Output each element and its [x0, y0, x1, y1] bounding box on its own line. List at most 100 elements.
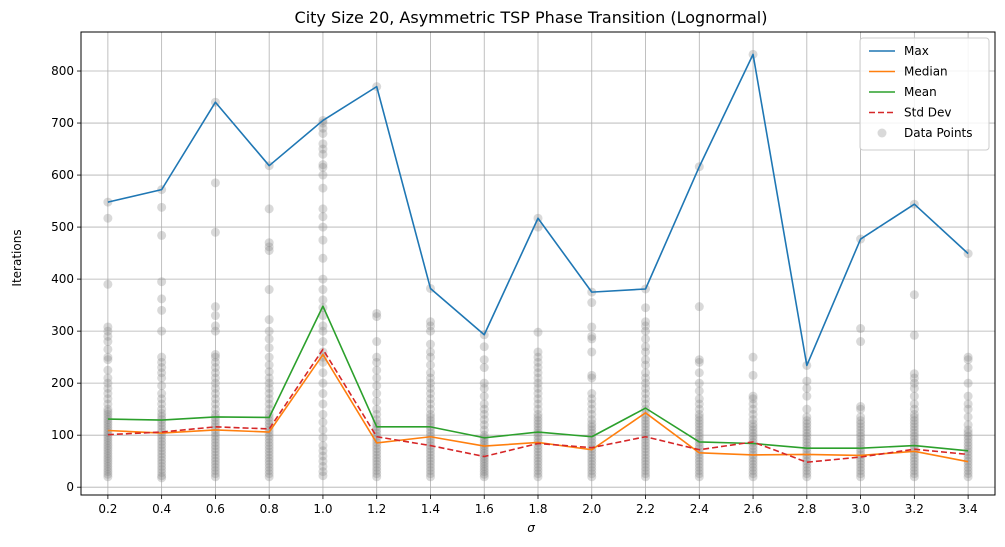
data-point: [479, 342, 489, 352]
data-point: [264, 444, 274, 454]
data-point: [694, 441, 704, 451]
data-point: [748, 352, 758, 362]
data-point: [425, 317, 435, 327]
data-point: [856, 462, 866, 472]
legend-label: Mean: [904, 85, 937, 99]
data-point: [748, 431, 758, 441]
data-point: [425, 419, 435, 429]
data-point: [318, 378, 328, 388]
data-point: [157, 373, 167, 383]
data-point: [157, 471, 167, 481]
data-point: [103, 383, 113, 393]
data-point: [963, 404, 973, 414]
data-point: [264, 245, 274, 255]
data-point: [694, 431, 704, 441]
data-point: [264, 204, 274, 214]
data-point: [963, 352, 973, 362]
data-point: [909, 425, 919, 435]
data-point: [210, 422, 220, 432]
data-point: [210, 399, 220, 409]
data-point: [264, 360, 274, 370]
data-point: [103, 404, 113, 414]
data-point: [856, 437, 866, 447]
data-point: [210, 462, 220, 472]
data-point: [425, 409, 435, 419]
data-point: [157, 427, 167, 437]
data-point: [479, 469, 489, 479]
data-point: [157, 294, 167, 304]
data-point: [425, 373, 435, 383]
data-point: [748, 466, 758, 476]
data-point: [909, 466, 919, 476]
data-point: [210, 357, 220, 367]
data-point: [103, 331, 113, 341]
legend-box: [859, 37, 990, 151]
data-point: [157, 433, 167, 443]
data-point: [372, 404, 382, 414]
data-point: [856, 419, 866, 429]
data-point: [210, 302, 220, 312]
data-point: [157, 368, 167, 378]
data-point: [264, 459, 274, 469]
data-point: [641, 317, 651, 327]
data-point: [694, 302, 704, 312]
data-point: [802, 469, 812, 479]
data-point: [909, 462, 919, 472]
data-point: [479, 355, 489, 365]
data-point: [318, 433, 328, 443]
data-point: [264, 326, 274, 336]
data-point: [425, 389, 435, 399]
data-point: [425, 456, 435, 466]
x-tick-label: 2.2: [636, 502, 655, 516]
data-point: [963, 466, 973, 476]
x-tick-label: 0.2: [98, 502, 117, 516]
data-point: [802, 416, 812, 426]
data-point: [641, 404, 651, 414]
data-point: [372, 396, 382, 406]
data-point: [425, 472, 435, 482]
data-point: [587, 419, 597, 429]
data-point: [909, 434, 919, 444]
data-point: [425, 412, 435, 422]
data-point: [425, 326, 435, 336]
data-point: [103, 399, 113, 409]
data-point: [264, 315, 274, 325]
data-point: [318, 204, 328, 214]
data-point: [318, 357, 328, 367]
data-point: [318, 409, 328, 419]
data-point: [587, 450, 597, 460]
data-point: [425, 469, 435, 479]
data-point: [533, 409, 543, 419]
data-point: [210, 378, 220, 388]
data-point: [641, 373, 651, 383]
data-point: [318, 128, 328, 138]
data-point: [479, 391, 489, 401]
data-point: [909, 373, 919, 383]
data-point: [641, 447, 651, 457]
chart-title: City Size 20, Asymmetric TSP Phase Trans…: [295, 8, 768, 27]
data-point: [748, 453, 758, 463]
data-point: [318, 123, 328, 133]
data-point: [641, 456, 651, 466]
data-point: [264, 383, 274, 393]
data-point: [264, 469, 274, 479]
legend-label: Max: [904, 44, 929, 58]
data-point: [425, 453, 435, 463]
data-point: [909, 416, 919, 426]
data-point: [533, 416, 543, 426]
data-point: [694, 453, 704, 463]
data-point: [157, 440, 167, 450]
data-point: [425, 462, 435, 472]
data-point: [479, 472, 489, 482]
y-tick-label: 200: [51, 376, 74, 390]
data-point: [587, 322, 597, 332]
data-point: [909, 412, 919, 422]
data-point: [802, 437, 812, 447]
x-tick-label: 1.2: [367, 502, 386, 516]
data-point: [533, 447, 543, 457]
data-point: [641, 342, 651, 352]
data-point: [318, 399, 328, 409]
data-point: [856, 469, 866, 479]
data-point: [318, 326, 328, 336]
data-point: [641, 378, 651, 388]
